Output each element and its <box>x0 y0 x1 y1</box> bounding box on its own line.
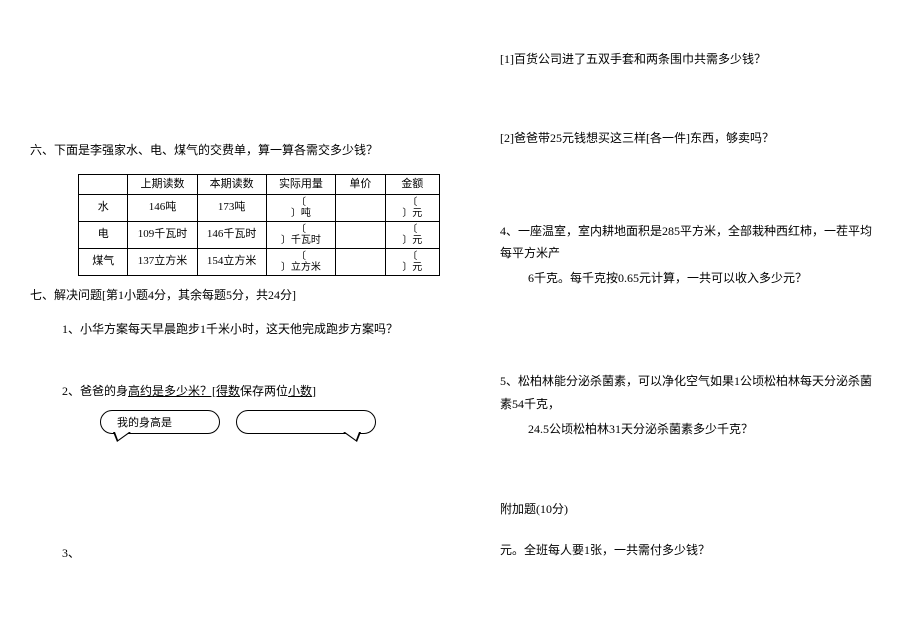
question-4: 4、一座温室，室内耕地面积是285平方米，全部栽种西红柿，一茬平均每平方米产 6… <box>500 220 880 290</box>
q5-line1: 5、松柏林能分泌杀菌素，可以净化空气如果1公顷松柏林每天分泌杀菌素54千克， <box>500 374 872 411</box>
q2-text-mid: 保存两位 <box>240 384 288 398</box>
q2-text-pre: 2、爸爸的身 <box>62 384 128 398</box>
cell-price <box>336 248 385 275</box>
question-2: 2、爸爸的身高约是多少米？[得数保存两位小数] <box>62 381 440 403</box>
cell-usage: 〔〕千瓦时 <box>266 221 335 248</box>
cell-amount: 〔〕元 <box>385 221 439 248</box>
th-usage: 实际用量 <box>266 174 335 194</box>
q5-line2: 24.5公顷松柏林31天分泌杀菌素多少千克？ <box>528 418 880 441</box>
q2-link1: 高约是多少米？[得数 <box>128 384 240 398</box>
question-sub-2: [2]爸爸带25元钱想买这三样[各一件]东西，够卖吗？ <box>500 127 880 150</box>
section-7-heading: 七、解决问题[第1小题4分，其余每题5分，共24分] <box>30 286 440 303</box>
cell-amount: 〔〕元 <box>385 248 439 275</box>
cell-usage: 〔 〕吨 <box>266 194 335 221</box>
cell-curr: 154立方米 <box>197 248 266 275</box>
cell-price <box>336 194 385 221</box>
bubble-1-text: 我的身高是 <box>117 414 172 430</box>
section-6-heading: 六、下面是李强家水、电、煤气的交费单，算一算各需交多少钱？ <box>30 140 440 162</box>
bonus-question: 元。全班每人要1张，一共需付多少钱？ <box>500 541 880 558</box>
q2-text-end: ] <box>312 384 316 398</box>
row-label: 水 <box>79 194 128 221</box>
row-label: 煤气 <box>79 248 128 275</box>
bubble-tail-icon <box>113 432 131 442</box>
q4-line1: 4、一座温室，室内耕地面积是285平方米，全部栽种西红柿，一茬平均每平方米产 <box>500 224 872 261</box>
cell-amount: 〔〕元 <box>385 194 439 221</box>
th-prev: 上期读数 <box>128 174 197 194</box>
th-price: 单价 <box>336 174 385 194</box>
speech-bubble-row: 我的身高是 <box>100 410 440 434</box>
cell-curr: 146千瓦时 <box>197 221 266 248</box>
table-row: 煤气 137立方米 154立方米 〔〕立方米 〔〕元 <box>79 248 440 275</box>
cell-price <box>336 221 385 248</box>
question-3: 3、 <box>62 544 440 561</box>
cell-usage: 〔〕立方米 <box>266 248 335 275</box>
q2-link2: 小数 <box>288 384 312 398</box>
speech-bubble-2 <box>236 410 376 434</box>
question-5: 5、松柏林能分泌杀菌素，可以净化空气如果1公顷松柏林每天分泌杀菌素54千克， 2… <box>500 370 880 440</box>
cell-prev: 109千瓦时 <box>128 221 197 248</box>
table-row: 电 109千瓦时 146千瓦时 〔〕千瓦时 〔〕元 <box>79 221 440 248</box>
question-sub-1: [1]百货公司进了五双手套和两条围巾共需多少钱？ <box>500 48 880 71</box>
fee-table: 上期读数 本期读数 实际用量 单价 金额 水 146吨 173吨 〔 〕吨 〔〕… <box>78 174 440 276</box>
cell-prev: 146吨 <box>128 194 197 221</box>
cell-prev: 137立方米 <box>128 248 197 275</box>
th-curr: 本期读数 <box>197 174 266 194</box>
bonus-heading: 附加题(10分) <box>500 500 880 517</box>
table-row: 水 146吨 173吨 〔 〕吨 〔〕元 <box>79 194 440 221</box>
row-label: 电 <box>79 221 128 248</box>
cell-curr: 173吨 <box>197 194 266 221</box>
table-header-row: 上期读数 本期读数 实际用量 单价 金额 <box>79 174 440 194</box>
question-1: 1、小华方案每天早晨跑步1千米小时，这天他完成跑步方案吗？ <box>62 319 440 341</box>
th-amount: 金额 <box>385 174 439 194</box>
th-blank <box>79 174 128 194</box>
q4-line2: 6千克。每千克按0.65元计算，一共可以收入多少元？ <box>528 267 880 290</box>
speech-bubble-1: 我的身高是 <box>100 410 220 434</box>
bubble-tail-icon <box>343 432 361 442</box>
